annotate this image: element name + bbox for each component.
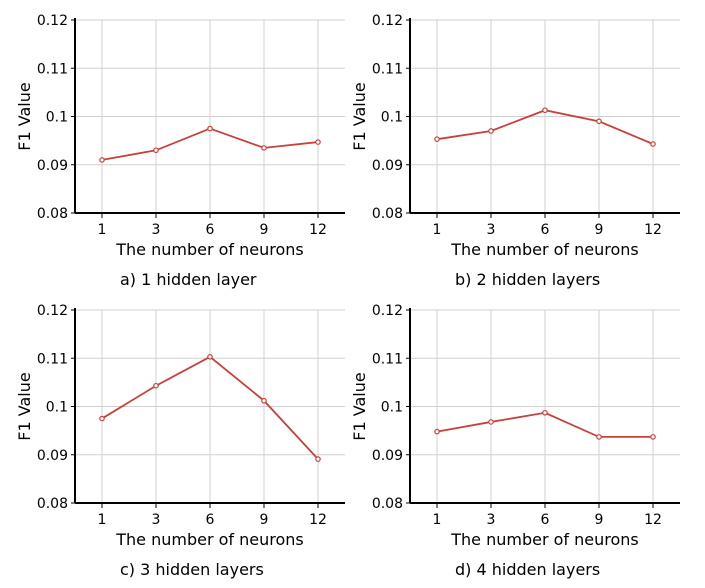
- y-tick-label: 0.1: [381, 110, 403, 126]
- x-axis-label: The number of neurons: [450, 240, 639, 259]
- data-point: [261, 145, 267, 151]
- x-axis-label: The number of neurons: [450, 530, 639, 549]
- y-tick-label: 0.12: [372, 13, 403, 29]
- y-axis-label: F1 Value: [15, 82, 34, 150]
- y-tick-label: 0.09: [372, 158, 403, 174]
- data-point: [596, 118, 602, 125]
- panel-caption: a) 1 hidden layer: [120, 270, 257, 289]
- data-point: [542, 107, 548, 114]
- x-tick-label: 1: [98, 222, 107, 238]
- data-point: [99, 415, 105, 422]
- x-tick-label: 3: [487, 512, 496, 528]
- data-point: [488, 128, 494, 134]
- y-tick-label: 0.11: [37, 61, 68, 77]
- data-point: [99, 157, 105, 163]
- x-tick-label: 6: [541, 222, 550, 238]
- panel-caption: d) 4 hidden layers: [455, 560, 600, 579]
- data-point: [261, 397, 267, 404]
- y-tick-label: 0.08: [37, 206, 68, 222]
- x-tick-label: 1: [98, 512, 107, 528]
- x-tick-label: 6: [541, 512, 550, 528]
- x-axis-label: The number of neurons: [115, 240, 304, 259]
- y-tick-label: 0.1: [381, 400, 403, 416]
- chart-panel-3: 0.08 0.09 0.1 0.11 0.12 1 3 6 9 12 The number of n…: [15, 303, 345, 579]
- data-point: [315, 139, 321, 145]
- x-tick-label: 12: [644, 222, 662, 238]
- y-tick-label: 0.08: [37, 496, 68, 512]
- y-axis-label: F1 Value: [350, 372, 369, 440]
- x-axis-label: The number of neurons: [115, 530, 304, 549]
- x-tick-label: 12: [309, 222, 327, 238]
- y-tick-label: 0.11: [372, 351, 403, 367]
- data-point: [207, 354, 213, 360]
- chart-panel-1: 0.08 0.09 0.1 0.11 0.12 1 3 6 9 12 The number of n…: [15, 13, 345, 289]
- y-tick-label: 0.1: [46, 110, 68, 126]
- x-tick-label: 6: [206, 512, 215, 528]
- x-tick-label: 1: [433, 222, 442, 238]
- y-tick-label: 0.12: [372, 303, 403, 319]
- chart-panel-2: 0.08 0.09 0.1 0.11 0.12 1 3 6 9 12 The number of n…: [350, 13, 680, 289]
- x-tick-label: 12: [644, 512, 662, 528]
- y-tick-label: 0.11: [372, 61, 403, 77]
- data-point: [650, 141, 656, 147]
- x-tick-label: 12: [309, 512, 327, 528]
- x-tick-label: 9: [260, 512, 269, 528]
- x-tick-label: 3: [152, 222, 161, 238]
- x-tick-label: 9: [595, 512, 604, 528]
- data-point: [650, 434, 656, 440]
- x-tick-label: 9: [595, 222, 604, 238]
- data-point: [542, 409, 548, 416]
- y-tick-label: 0.1: [46, 400, 68, 416]
- data-point: [434, 136, 440, 142]
- x-tick-label: 3: [487, 222, 496, 238]
- y-tick-label: 0.09: [372, 448, 403, 464]
- y-axis-label: F1 Value: [350, 82, 369, 150]
- y-tick-label: 0.09: [37, 448, 68, 464]
- y-tick-label: 0.08: [372, 206, 403, 222]
- data-point: [315, 456, 321, 462]
- data-point: [434, 428, 440, 435]
- data-point: [488, 419, 494, 425]
- x-tick-label: 9: [260, 222, 269, 238]
- y-tick-label: 0.12: [37, 303, 68, 319]
- x-tick-label: 1: [433, 512, 442, 528]
- panel-caption: c) 3 hidden layers: [120, 560, 264, 579]
- panel-caption: b) 2 hidden layers: [455, 270, 600, 289]
- y-tick-label: 0.11: [37, 351, 68, 367]
- y-axis-label: F1 Value: [15, 372, 34, 440]
- y-tick-label: 0.08: [372, 496, 403, 512]
- data-point: [153, 147, 159, 154]
- y-tick-label: 0.09: [37, 158, 68, 174]
- data-point: [596, 434, 602, 440]
- chart-panel-4: 0.08 0.09 0.1 0.11 0.12 1 3 6 9 12 The number of n…: [350, 303, 680, 579]
- x-tick-label: 3: [152, 512, 161, 528]
- y-tick-label: 0.12: [37, 13, 68, 29]
- data-point: [153, 382, 159, 389]
- data-point: [207, 125, 213, 132]
- x-tick-label: 6: [206, 222, 215, 238]
